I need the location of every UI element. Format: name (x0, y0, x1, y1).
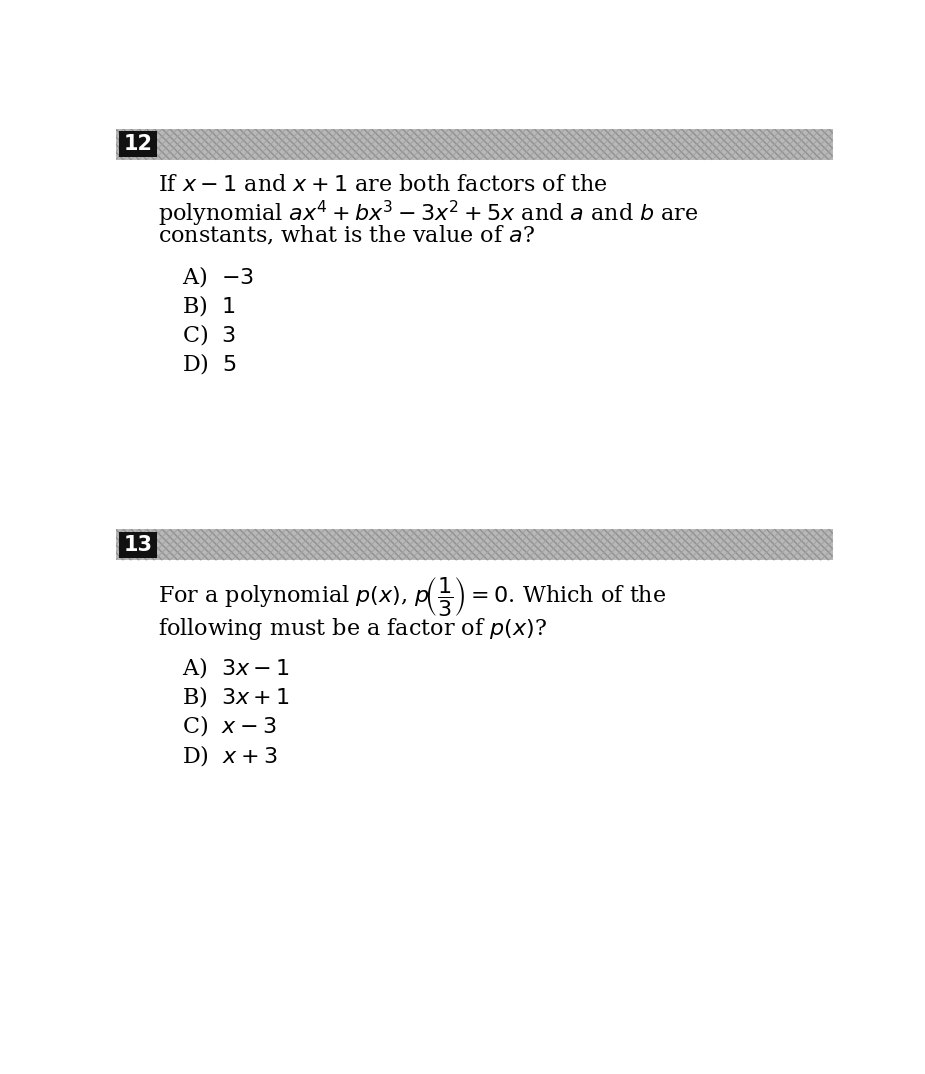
Bar (118, 532, 157, 557)
Text: following must be a factor of $p(x)$?: following must be a factor of $p(x)$? (158, 615, 548, 641)
Text: D)  $5$: D) $5$ (181, 351, 237, 376)
Text: 13: 13 (124, 535, 153, 554)
Text: B)  $1$: B) $1$ (181, 293, 235, 318)
Bar (118, 131, 157, 158)
Text: C)  $x - 3$: C) $x - 3$ (181, 713, 277, 738)
Text: constants, what is the value of $a$?: constants, what is the value of $a$? (158, 224, 536, 247)
Text: C)  $3$: C) $3$ (181, 322, 236, 347)
Text: For a polynomial $p(x)$, $p\!\left(\dfrac{1}{3}\right) = 0$. Which of the: For a polynomial $p(x)$, $p\!\left(\dfra… (158, 576, 667, 619)
Text: A)  $-3$: A) $-3$ (181, 263, 253, 289)
Text: D)  $x + 3$: D) $x + 3$ (181, 742, 277, 768)
Text: polynomial $ax^4 + bx^3 - 3x^2 + 5x$ and $a$ and $b$ are: polynomial $ax^4 + bx^3 - 3x^2 + 5x$ and… (158, 199, 698, 229)
Text: If $x - 1$ and $x + 1$ are both factors of the: If $x - 1$ and $x + 1$ are both factors … (158, 174, 609, 195)
Bar (116, 129, 832, 160)
Bar (116, 529, 832, 560)
Text: B)  $3x + 1$: B) $3x + 1$ (181, 684, 290, 709)
Text: 12: 12 (124, 134, 153, 155)
Text: A)  $3x - 1$: A) $3x - 1$ (181, 655, 290, 680)
